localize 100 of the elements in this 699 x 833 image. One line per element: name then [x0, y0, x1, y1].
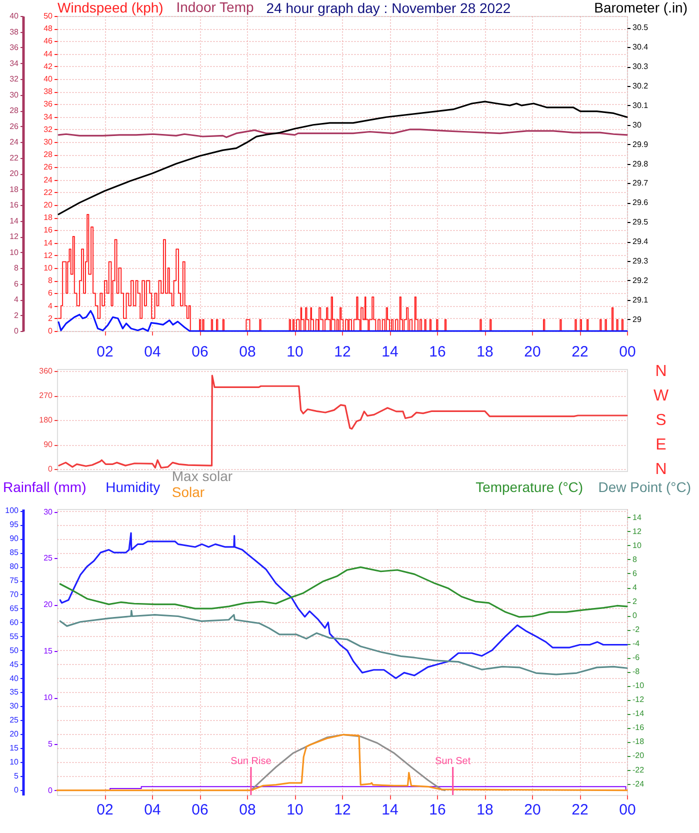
y2-tick-label: 29.8 — [632, 159, 649, 168]
y3-tick-label: 24 — [10, 138, 20, 146]
y-tick-label: 30 — [44, 138, 54, 146]
y3-tick-label: 85 — [10, 548, 20, 558]
y3-tick-label: 60 — [10, 618, 20, 627]
y3-tick-label: 45 — [10, 660, 20, 669]
y2-tick-label: -18 — [632, 737, 645, 746]
y3-tick-label: 22 — [10, 153, 20, 162]
y-tick-label: 15 — [44, 646, 54, 656]
y3-tick-label: 38 — [10, 27, 20, 36]
y3-tick-label: 90 — [10, 534, 20, 544]
y2-tick-label: 29.4 — [632, 237, 649, 246]
text: Rainfall (mm) — [3, 479, 86, 495]
y3-tick-label: 2 — [14, 310, 20, 320]
line-series — [58, 374, 628, 469]
y2-tick-label: 29.6 — [632, 198, 649, 208]
y3-tick-label: 0 — [14, 785, 20, 794]
y-tick-label: 180 — [39, 416, 54, 425]
y3-tick-label: 4 — [14, 295, 20, 304]
line-series — [59, 532, 628, 680]
x-tick-label: 02 — [96, 344, 114, 360]
y-tick-label: 25 — [44, 554, 54, 563]
text: Temperature (°C) — [476, 479, 584, 495]
y3-tick-label: 18 — [10, 184, 20, 194]
y-tick-label: 8 — [48, 276, 54, 286]
text: N — [655, 363, 667, 380]
text: E — [656, 436, 666, 454]
y2-tick-label: 30.1 — [632, 100, 649, 110]
line-series — [59, 566, 628, 618]
y2-tick-label: -4 — [632, 639, 640, 648]
y3-tick-label: 95 — [10, 520, 20, 530]
y3-tick-label: 16 — [10, 200, 20, 210]
y2-tick-label: 29.2 — [632, 276, 649, 285]
chart-title: 24 hour graph day : November 28 2022 — [266, 0, 511, 16]
text: Max solar — [172, 468, 233, 484]
line-series — [59, 610, 628, 676]
y-axis-title: Windspeed (kph) — [58, 0, 164, 16]
y3-tick-label: 65 — [10, 604, 20, 613]
y2-tick-label: 29.7 — [632, 178, 649, 188]
y2-tick-label: -12 — [632, 695, 645, 704]
y2-tick-label: -22 — [632, 765, 645, 774]
y3-tick-label: 0 — [14, 326, 20, 336]
y2-tick-label: 30 — [632, 120, 642, 130]
y3-tick-label: 6 — [14, 279, 20, 288]
y3-tick-label: 34 — [10, 58, 20, 68]
x-tick-label: 20 — [524, 802, 541, 818]
y-tick-label: 4 — [48, 301, 54, 310]
x-tick-label: 00 — [619, 344, 636, 360]
y2-tick-label: -2 — [632, 625, 640, 634]
x-tick-label: 18 — [476, 344, 494, 360]
x-tick-label: 02 — [96, 802, 114, 818]
y2-tick-label: 2 — [632, 597, 638, 606]
y-tick-label: 38 — [44, 87, 54, 96]
y2-tick-label: 4 — [632, 583, 638, 592]
x-tick-label: 16 — [429, 802, 446, 818]
y3-tick-label: 30 — [10, 90, 20, 100]
x-tick-label: 14 — [382, 344, 398, 360]
y3-tick-label: 35 — [10, 688, 20, 697]
x-tick-label: 12 — [334, 344, 351, 360]
y3-tick-label: 30 — [10, 702, 20, 711]
y2-tick-label: -10 — [632, 681, 645, 690]
y3-tick-label: 40 — [10, 12, 20, 20]
text: W — [653, 388, 670, 405]
y2-tick-label: -8 — [632, 667, 640, 676]
x-tick-label: 04 — [144, 344, 161, 360]
y2-tick-label: 30.3 — [632, 62, 649, 72]
y2-axis-title: Barometer (.in) — [594, 0, 688, 16]
y-tick-label: 270 — [39, 391, 54, 400]
y-tick-label: 10 — [44, 264, 54, 272]
y3-tick-label: 36 — [10, 43, 20, 52]
y-tick-label: 36 — [44, 100, 54, 109]
y-tick-label: 0 — [48, 786, 54, 795]
y2-tick-label: -16 — [632, 723, 645, 732]
x-tick-label: 08 — [239, 344, 256, 360]
y3-tick-label: 20 — [10, 169, 20, 178]
y2-tick-label: 29 — [632, 314, 642, 324]
y3-tick-label: 10 — [10, 758, 20, 767]
y-tick-label: 46 — [44, 36, 54, 46]
y2-tick-label: -14 — [632, 709, 645, 718]
y-tick-label: 6 — [48, 288, 54, 298]
y-tick-label: 0 — [48, 464, 54, 474]
y-tick-label: 12 — [44, 250, 54, 260]
y-tick-label: 30 — [44, 507, 54, 516]
y2-tick-label: 8 — [632, 554, 638, 564]
x-tick-label: 22 — [572, 802, 588, 818]
y2-tick-label: -24 — [632, 779, 645, 788]
y-tick-label: 14 — [44, 238, 54, 248]
y-tick-label: 24 — [44, 175, 54, 184]
y2-tick-label: 6 — [632, 568, 638, 578]
y3-tick-label: 15 — [10, 744, 20, 753]
y-tick-label: 20 — [44, 600, 54, 610]
y3-tick-label: 75 — [10, 576, 20, 585]
y-tick-label: 20 — [44, 200, 54, 210]
y3-tick-label: 55 — [10, 632, 20, 641]
y3-tick-label: 70 — [10, 590, 20, 599]
x-tick-label: 06 — [192, 344, 208, 360]
x-tick-label: 12 — [334, 802, 351, 818]
x-tick-label: 10 — [286, 802, 304, 818]
x-tick-label: 08 — [239, 802, 256, 818]
y3-tick-label: 28 — [10, 106, 20, 115]
